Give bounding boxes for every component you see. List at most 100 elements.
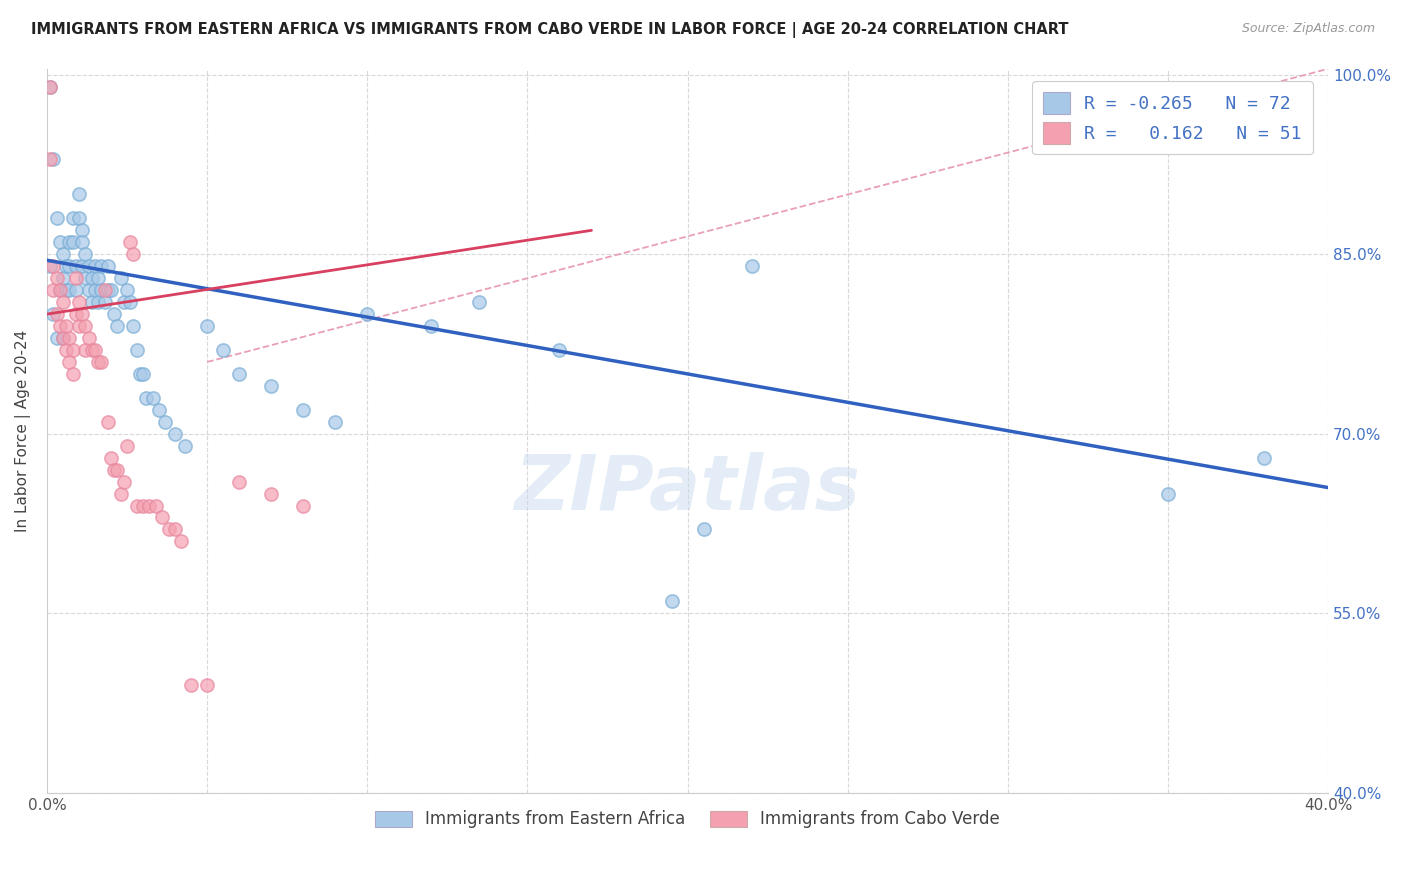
Point <box>42 259 65 273</box>
Point <box>80 295 103 310</box>
Point <box>90 259 112 273</box>
Point <box>84 343 107 357</box>
Point <box>67 187 90 202</box>
Point <box>165 523 187 537</box>
Point <box>260 486 283 500</box>
Point <box>87 271 110 285</box>
Point <box>180 678 202 692</box>
Point <box>52 331 75 345</box>
Point <box>90 283 112 297</box>
Point <box>75 247 97 261</box>
Point <box>125 343 148 357</box>
Point <box>75 319 97 334</box>
Point <box>323 415 346 429</box>
Point <box>142 391 165 405</box>
Point <box>90 355 112 369</box>
Point <box>77 283 100 297</box>
Point <box>75 271 97 285</box>
Point <box>548 343 571 357</box>
Point <box>292 499 315 513</box>
Point <box>77 259 100 273</box>
Point <box>70 259 93 273</box>
Point <box>103 462 125 476</box>
Point <box>39 79 62 94</box>
Point <box>132 499 155 513</box>
Point <box>45 331 67 345</box>
Point <box>52 295 75 310</box>
Point <box>58 283 80 297</box>
Point <box>45 307 67 321</box>
Point <box>42 307 65 321</box>
Text: Source: ZipAtlas.com: Source: ZipAtlas.com <box>1241 22 1375 36</box>
Text: IMMIGRANTS FROM EASTERN AFRICA VS IMMIGRANTS FROM CABO VERDE IN LABOR FORCE | AG: IMMIGRANTS FROM EASTERN AFRICA VS IMMIGR… <box>31 22 1069 38</box>
Point <box>228 367 250 381</box>
Point <box>120 235 142 250</box>
Point <box>115 439 138 453</box>
Point <box>80 271 103 285</box>
Point <box>132 367 155 381</box>
Point <box>103 307 125 321</box>
Point <box>55 343 77 357</box>
Point <box>58 331 80 345</box>
Point <box>692 523 714 537</box>
Point <box>195 678 218 692</box>
Point <box>52 271 75 285</box>
Point <box>260 379 283 393</box>
Point <box>87 355 110 369</box>
Point <box>356 307 378 321</box>
Point <box>1157 486 1180 500</box>
Point <box>49 283 72 297</box>
Point <box>150 510 173 524</box>
Point <box>52 331 75 345</box>
Point <box>58 355 80 369</box>
Point <box>110 271 132 285</box>
Point <box>49 283 72 297</box>
Point <box>49 235 72 250</box>
Point <box>468 295 491 310</box>
Point <box>170 534 193 549</box>
Point <box>145 499 167 513</box>
Point <box>661 594 683 608</box>
Point <box>75 343 97 357</box>
Point <box>58 259 80 273</box>
Point <box>122 319 145 334</box>
Point <box>115 283 138 297</box>
Point <box>39 79 62 94</box>
Text: ZIPatlas: ZIPatlas <box>515 451 860 525</box>
Point <box>110 486 132 500</box>
Point <box>107 462 129 476</box>
Point <box>122 247 145 261</box>
Point <box>741 259 763 273</box>
Point <box>148 402 170 417</box>
Point <box>97 283 120 297</box>
Point <box>67 211 90 226</box>
Point <box>45 211 67 226</box>
Point <box>195 319 218 334</box>
Point <box>97 415 120 429</box>
Point <box>67 295 90 310</box>
Point <box>100 450 122 465</box>
Point <box>87 295 110 310</box>
Point <box>93 295 115 310</box>
Point <box>292 402 315 417</box>
Point <box>80 343 103 357</box>
Point <box>100 283 122 297</box>
Point <box>45 271 67 285</box>
Point <box>62 235 84 250</box>
Point <box>112 475 135 489</box>
Point <box>65 271 87 285</box>
Point <box>70 235 93 250</box>
Point <box>173 439 195 453</box>
Point <box>70 223 93 237</box>
Point <box>55 319 77 334</box>
Point <box>165 426 187 441</box>
Point <box>155 415 177 429</box>
Point <box>1253 450 1275 465</box>
Point <box>138 499 160 513</box>
Point <box>67 319 90 334</box>
Point <box>55 283 77 297</box>
Point <box>128 367 150 381</box>
Point <box>77 331 100 345</box>
Point <box>55 259 77 273</box>
Point <box>42 152 65 166</box>
